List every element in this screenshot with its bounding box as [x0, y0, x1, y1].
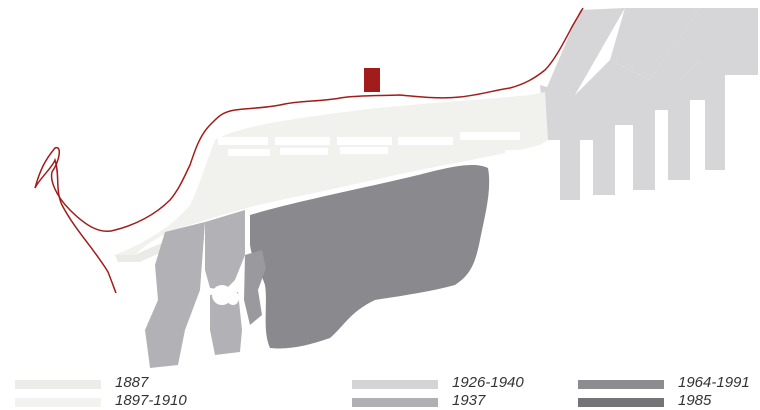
quay-lines	[218, 132, 535, 157]
pier-complex-1926-1940	[540, 8, 758, 200]
legend-swatch	[15, 380, 101, 389]
land-1937	[145, 210, 245, 368]
legend-label: 1937	[452, 392, 486, 409]
legend-label: 1897-1910	[115, 392, 187, 409]
land-1964-1991	[250, 165, 490, 349]
legend-label: 1985	[678, 392, 712, 409]
legend-label: 1887	[115, 374, 149, 391]
legend-label: 1964-1991	[678, 374, 750, 391]
land-1985	[244, 250, 266, 325]
legend-swatch	[352, 398, 438, 407]
legend-label: 1926-1940	[452, 374, 524, 391]
legend-swatch	[352, 380, 438, 389]
legend-swatch	[578, 398, 664, 407]
water-voids	[212, 285, 239, 305]
coastline-inlet	[34, 157, 117, 294]
location-marker	[364, 68, 380, 92]
legend-swatch	[15, 398, 101, 407]
legend-swatch	[578, 380, 664, 389]
coastline	[34, 7, 584, 232]
